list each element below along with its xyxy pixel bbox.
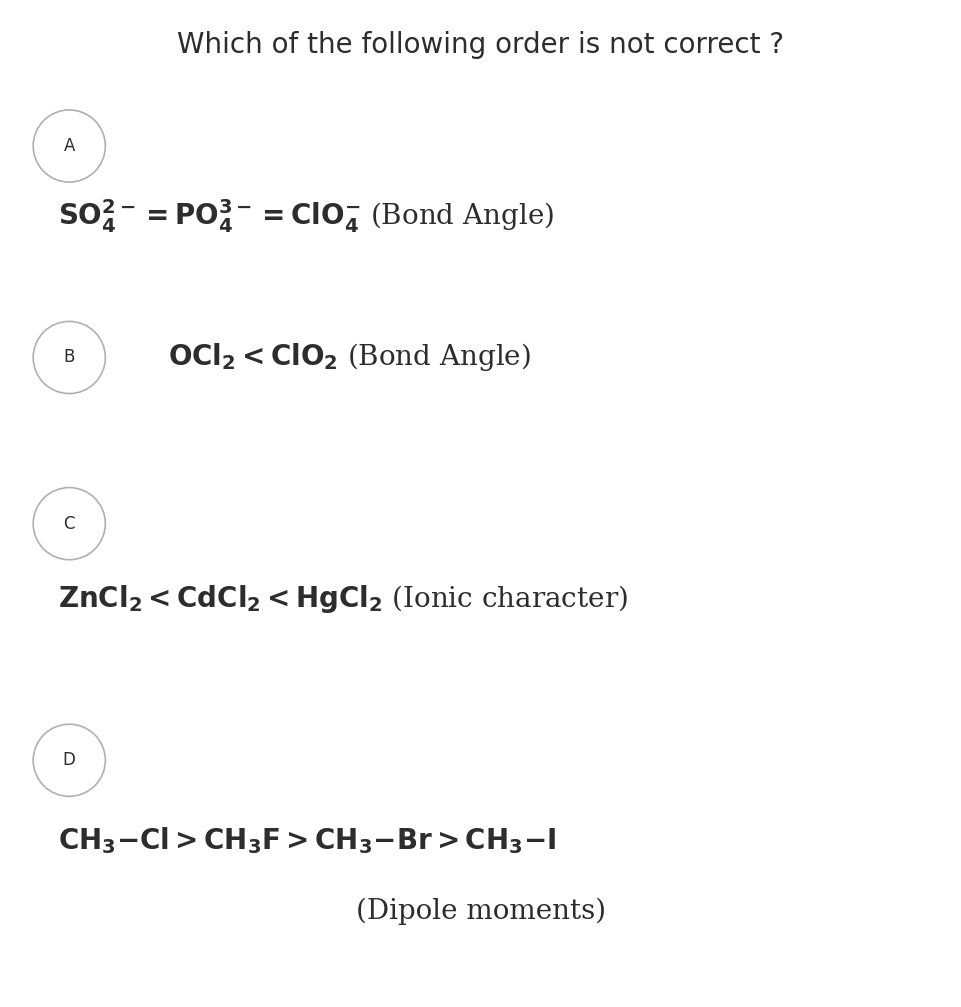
Ellipse shape [33,321,105,394]
Text: $\mathbf{CH_3{-}Cl > CH_3F > CH_3{-}Br > CH_3{-}I}$: $\mathbf{CH_3{-}Cl > CH_3F > CH_3{-}Br >… [58,826,555,856]
Ellipse shape [33,487,105,560]
Text: C: C [63,515,75,533]
Ellipse shape [33,724,105,797]
Text: (Dipole moments): (Dipole moments) [356,897,605,925]
Text: $\mathbf{ZnCl_2 < CdCl_2 < HgCl_2}$ (Ionic character): $\mathbf{ZnCl_2 < CdCl_2 < HgCl_2}$ (Ion… [58,583,627,615]
Text: $\mathbf{OCl_2 < ClO_2}$ (Bond Angle): $\mathbf{OCl_2 < ClO_2}$ (Bond Angle) [168,341,530,374]
Ellipse shape [33,110,105,182]
Text: $\mathbf{SO_4^{2-} = PO_4^{3-} = ClO_4^{-}}$ (Bond Angle): $\mathbf{SO_4^{2-} = PO_4^{3-} = ClO_4^{… [58,197,554,236]
Text: A: A [63,137,75,155]
Text: D: D [62,751,76,769]
Text: Which of the following order is not correct ?: Which of the following order is not corr… [177,31,784,59]
Text: B: B [63,348,75,367]
